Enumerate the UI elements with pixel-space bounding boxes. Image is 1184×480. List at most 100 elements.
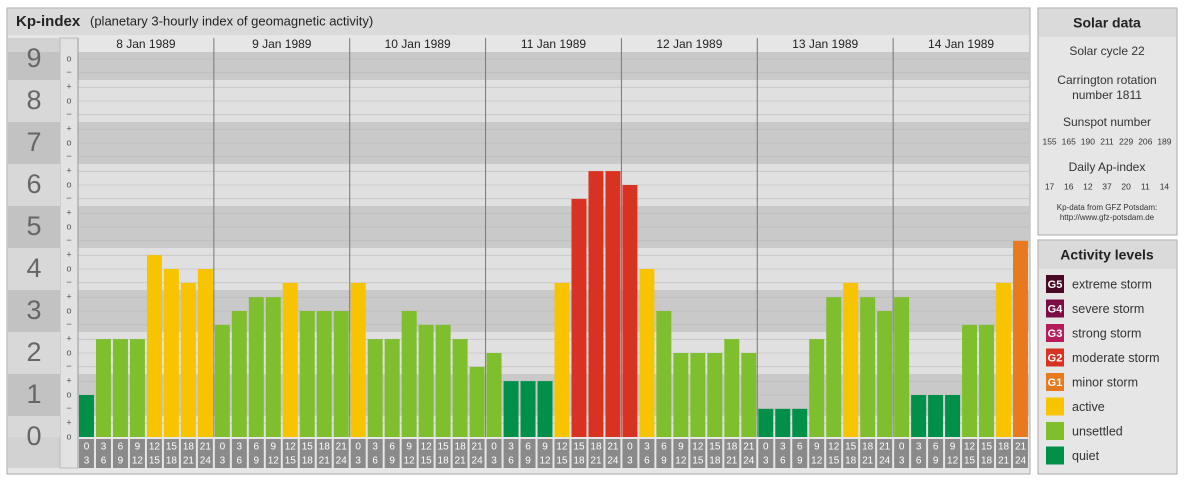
hour-label: 15: [556, 456, 568, 467]
bar: [639, 269, 655, 437]
hour-label: 21: [607, 442, 619, 453]
bar: [299, 311, 315, 437]
bar: [384, 339, 400, 437]
bar: [435, 324, 451, 437]
day-label: 11 Jan 1989: [521, 37, 586, 51]
hour-box: [231, 439, 247, 468]
sunspot_numbers: 155: [1042, 136, 1056, 146]
hour-box: [79, 439, 94, 468]
minor-tick-label: −: [66, 277, 71, 287]
legend-swatch: [1046, 299, 1064, 318]
legend-swatch: [1046, 397, 1064, 416]
hour-box: [860, 439, 876, 468]
day-label: 14 Jan 1989: [928, 37, 994, 51]
hour-label: 6: [661, 442, 667, 453]
hour-label: 3: [763, 456, 769, 467]
y-tick-label: 3: [26, 295, 41, 325]
hour-box: [639, 439, 655, 468]
hour-label: 0: [84, 442, 90, 453]
hour-box: [333, 439, 349, 468]
hour-label: 24: [743, 456, 755, 467]
bar: [1013, 240, 1028, 437]
hour-label: 12: [132, 456, 144, 467]
hour-label: 12: [539, 456, 551, 467]
hour-label: 24: [336, 456, 348, 467]
minor-tick-label: −: [66, 361, 71, 371]
minor-tick-label: o: [66, 179, 71, 189]
bar: [571, 198, 587, 437]
legend-code: G1: [1048, 377, 1063, 389]
hour-label: 3: [372, 442, 378, 453]
hour-label: 24: [200, 456, 212, 467]
legend-label: unsettled: [1072, 424, 1123, 438]
hour-label: 0: [763, 442, 769, 453]
bar: [146, 255, 162, 437]
bar: [333, 311, 349, 437]
hour-box: [622, 439, 638, 468]
hour-label: 12: [828, 442, 840, 453]
minor-tick-label: −: [66, 235, 71, 245]
hour-label: 9: [118, 456, 124, 467]
hour-label: 9: [814, 442, 820, 453]
sunspot_numbers: 189: [1157, 136, 1171, 146]
band: [78, 52, 1029, 80]
hour-label: 18: [845, 456, 857, 467]
legend-label: extreme storm: [1072, 277, 1152, 291]
hour-label: 21: [998, 456, 1010, 467]
hour-box: [690, 439, 706, 468]
hour-box: [894, 439, 910, 468]
bar: [452, 339, 468, 437]
ap_index: 37: [1102, 181, 1112, 191]
hour-label: 24: [1015, 456, 1027, 467]
axis-band: [8, 206, 60, 248]
solar-title: Solar data: [1073, 15, 1141, 31]
hour-label: 21: [590, 456, 602, 467]
hour-box: [129, 439, 145, 468]
axis-band: [8, 290, 60, 332]
hour-label: 15: [573, 442, 585, 453]
hour-box: [384, 439, 400, 468]
hour-label: 18: [183, 442, 195, 453]
hour-label: 18: [438, 456, 450, 467]
hour-label: 6: [525, 442, 531, 453]
bar: [401, 311, 417, 437]
bar: [809, 339, 825, 437]
source: Kp-data from GFZ Potsdam:: [1057, 203, 1157, 212]
hour-box: [996, 439, 1012, 468]
hour-label: 15: [302, 442, 314, 453]
hour-label: 6: [797, 442, 803, 453]
hour-label: 12: [285, 442, 297, 453]
hour-label: 15: [828, 456, 840, 467]
hour-box: [163, 439, 179, 468]
minor-tick-label: o: [66, 95, 71, 105]
hour-label: 21: [1015, 442, 1027, 453]
legend-swatch: [1046, 446, 1064, 465]
hour-label: 12: [811, 456, 823, 467]
hour-label: 0: [220, 442, 226, 453]
hour-label: 9: [271, 442, 277, 453]
y-tick-label: 2: [26, 337, 41, 367]
sunspot_numbers: 206: [1138, 136, 1152, 146]
hour-box: [979, 439, 995, 468]
hour-label: 12: [149, 442, 161, 453]
axis-band: [8, 374, 60, 416]
hour-label: 9: [661, 456, 667, 467]
legend-swatch: [1046, 422, 1064, 440]
legend-swatch: [1046, 373, 1064, 391]
hour-label: 6: [916, 456, 922, 467]
axis-band: [8, 332, 60, 374]
bar: [350, 282, 366, 437]
bar: [843, 282, 859, 437]
carrington: number 1811: [1072, 88, 1142, 102]
hour-label: 15: [438, 442, 450, 453]
hour-label: 15: [964, 456, 976, 467]
bar: [554, 282, 570, 437]
hour-label: 0: [355, 442, 361, 453]
hour-label: 12: [556, 442, 568, 453]
hour-box: [197, 439, 213, 468]
hour-label: 3: [491, 456, 497, 467]
hour-label: 12: [421, 442, 433, 453]
hour-label: 9: [950, 442, 956, 453]
bar: [129, 339, 145, 437]
